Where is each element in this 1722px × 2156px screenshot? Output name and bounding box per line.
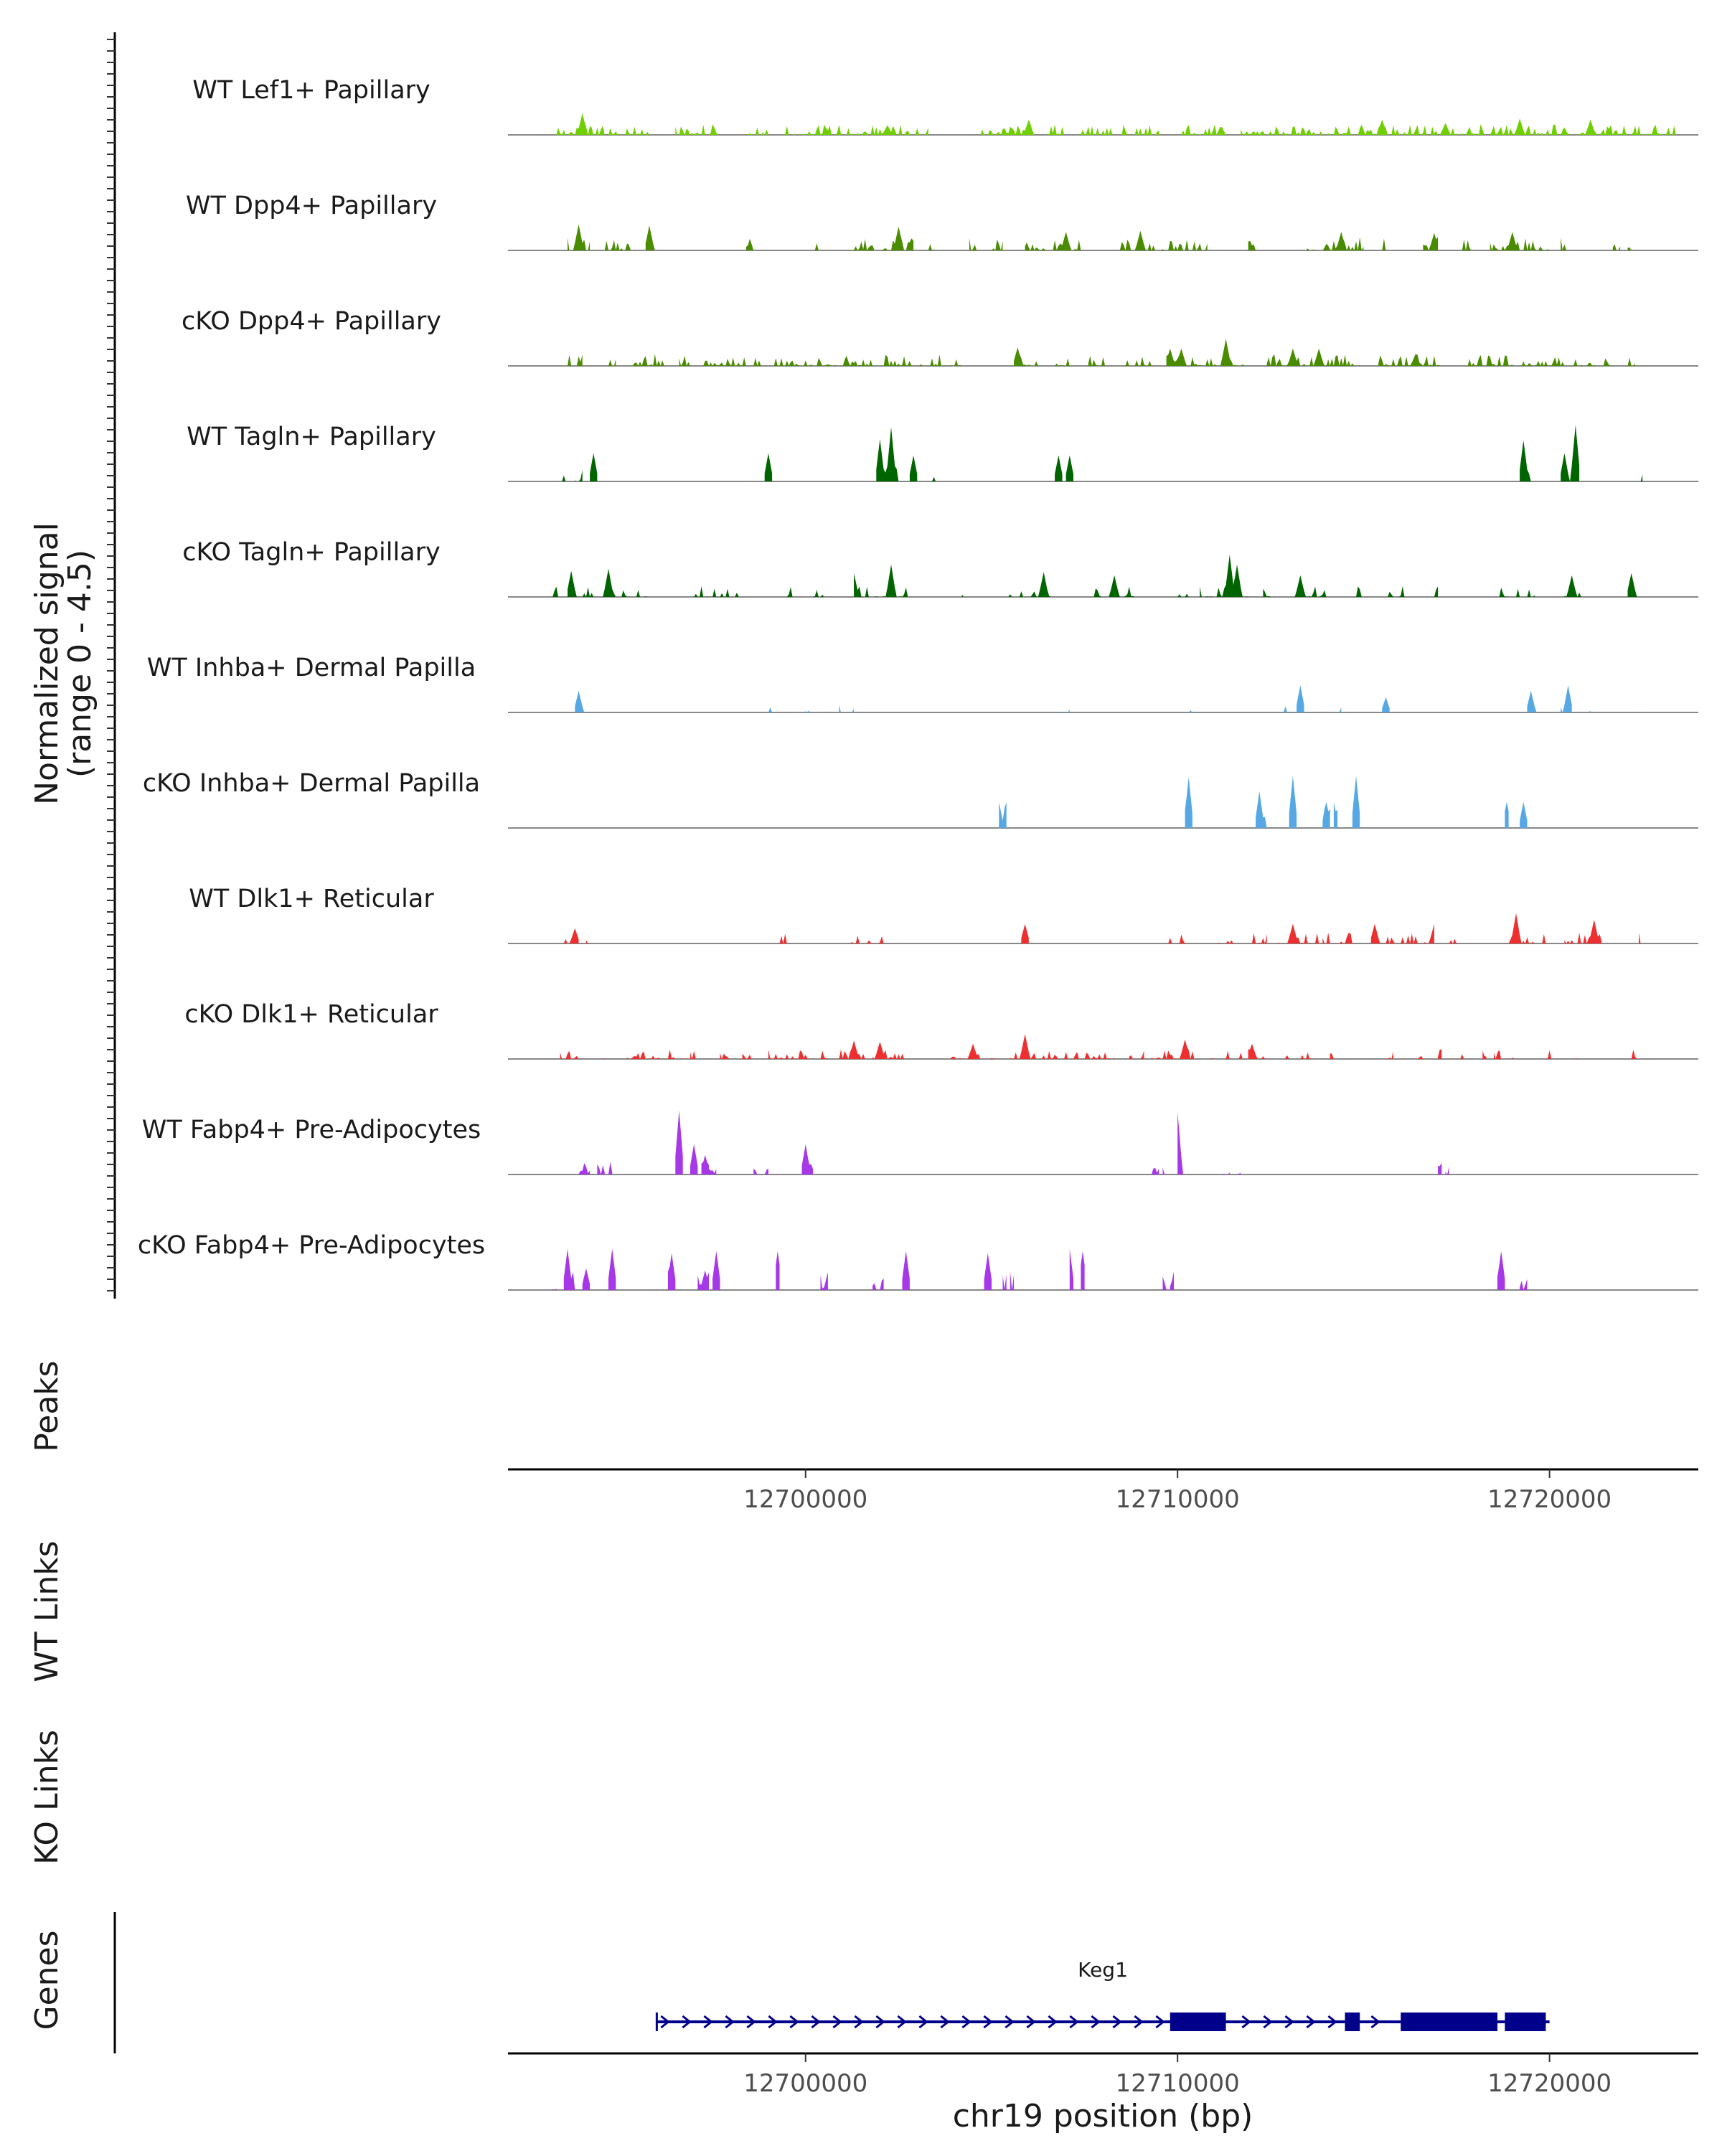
track-label: WT Dlk1+ Reticular <box>189 885 434 913</box>
strand-arrow-icon <box>1327 2015 1337 2029</box>
strand-arrow-icon <box>1004 2015 1015 2029</box>
strand-arrow-icon <box>1048 2015 1058 2029</box>
track-label: WT Lef1+ Papillary <box>192 76 430 105</box>
track-label: cKO Dlk1+ Reticular <box>184 1000 438 1029</box>
gene-exon <box>1170 2013 1226 2031</box>
genes-x-ticks: 12700000 12710000 12720000 <box>743 2053 1612 2098</box>
gene-exon <box>1505 2013 1546 2031</box>
strand-arrow-icon <box>660 2015 670 2029</box>
x-tick-label: 12720000 <box>1487 2069 1612 2098</box>
track-label: cKO Inhba+ Dermal Papilla <box>143 769 480 798</box>
strand-arrow-icon <box>875 2015 885 2029</box>
strand-arrow-icon <box>682 2015 692 2029</box>
strand-arrow-icon <box>961 2015 971 2029</box>
strand-arrow-icon <box>1134 2015 1144 2029</box>
y-axis-title-line1: Normalized signal <box>29 522 65 805</box>
strand-arrow-icon <box>1112 2015 1122 2029</box>
strand-arrow-icon <box>789 2015 799 2029</box>
strand-arrow-icon <box>854 2015 864 2029</box>
coverage-track: WT Fabp4+ Pre-Adipocytes <box>142 1110 1698 1175</box>
track-label: WT Inhba+ Dermal Papilla <box>147 654 476 682</box>
coverage-area <box>563 913 1647 943</box>
ko-links-panel-title: KO Links <box>29 1730 65 1865</box>
gene-exon <box>1401 2013 1498 2031</box>
coverage-track: cKO Dlk1+ Reticular <box>184 1000 1698 1060</box>
coverage-track: WT Dlk1+ Reticular <box>189 885 1698 944</box>
strand-arrow-icon <box>1091 2015 1101 2029</box>
track-label: cKO Tagln+ Papillary <box>182 538 441 567</box>
gene-model: Keg1 <box>655 1958 1550 2031</box>
coverage-track: WT Dpp4+ Papillary <box>186 192 1698 251</box>
coverage-track: WT Tagln+ Papillary <box>187 423 1698 482</box>
track-label: cKO Dpp4+ Papillary <box>182 307 441 336</box>
x-tick-label: 12710000 <box>1116 2069 1240 2098</box>
strand-arrow-icon <box>1155 2015 1165 2029</box>
coverage-track: WT Inhba+ Dermal Papilla <box>147 654 1698 713</box>
coverage-track: cKO Tagln+ Papillary <box>182 538 1698 598</box>
strand-arrow-icon <box>983 2015 993 2029</box>
strand-arrow-icon <box>1263 2015 1273 2029</box>
track-label: WT Dpp4+ Papillary <box>186 192 437 220</box>
track-label: cKO Fabp4+ Pre-Adipocytes <box>138 1231 485 1260</box>
strand-arrow-icon <box>811 2015 821 2029</box>
strand-arrow-icon <box>832 2015 842 2029</box>
peaks-x-ticks: 12700000 12710000 12720000 <box>743 1469 1612 1514</box>
strand-arrow-icon <box>1370 2015 1380 2029</box>
x-tick-label: 12700000 <box>743 1485 867 1514</box>
coverage-area <box>999 776 1528 828</box>
strand-arrow-icon <box>1306 2015 1316 2029</box>
coverage-track: cKO Dpp4+ Papillary <box>182 307 1698 367</box>
strand-arrow-icon <box>703 2015 713 2029</box>
strand-arrow-icon <box>940 2015 950 2029</box>
x-tick-label: 12710000 <box>1116 1485 1240 1514</box>
coverage-track: cKO Fabp4+ Pre-Adipocytes <box>138 1231 1698 1291</box>
strand-arrow-icon <box>897 2015 907 2029</box>
coverage-area <box>552 113 1676 135</box>
peaks-panel-title: Peaks <box>29 1360 65 1451</box>
coverage-tracks: WT Lef1+ Papillary WT Dpp4+ Papillary cKO … <box>138 76 1698 1291</box>
strand-arrow-icon <box>725 2015 735 2029</box>
x-tick-label: 12720000 <box>1487 1485 1612 1514</box>
gene-exon <box>1345 2013 1360 2031</box>
x-axis-title: chr19 position (bp) <box>953 2098 1253 2134</box>
strand-arrow-icon <box>1026 2015 1036 2029</box>
strand-arrow-icon <box>1284 2015 1294 2029</box>
strand-arrow-icon <box>1069 2015 1079 2029</box>
x-tick-label: 12700000 <box>743 2069 867 2098</box>
track-label: WT Fabp4+ Pre-Adipocytes <box>142 1116 481 1144</box>
y-axis-title-line2: (range 0 - 4.5) <box>62 550 98 778</box>
coverage-area <box>568 224 1639 250</box>
genes-panel-title: Genes <box>29 1930 65 2030</box>
strand-arrow-icon <box>768 2015 778 2029</box>
strand-arrow-icon <box>918 2015 928 2029</box>
y-axis-ticks <box>107 39 115 1291</box>
strand-arrow-icon <box>1241 2015 1251 2029</box>
wt-links-panel-title: WT Links <box>29 1540 65 1682</box>
coverage-track: WT Lef1+ Papillary <box>192 76 1698 136</box>
gene-label: Keg1 <box>1078 1958 1128 1982</box>
coverage-track: cKO Inhba+ Dermal Papilla <box>143 769 1698 829</box>
track-label: WT Tagln+ Papillary <box>187 423 436 451</box>
strand-arrow-icon <box>746 2015 756 2029</box>
